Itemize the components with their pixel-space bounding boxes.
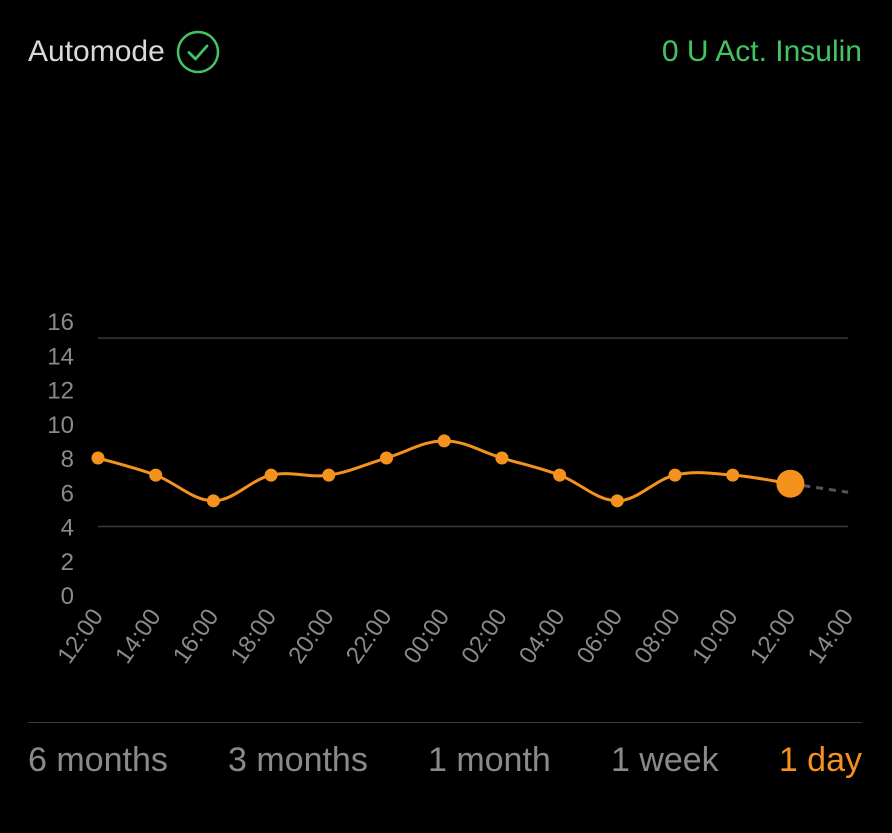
x-tick-label: 14:00 — [110, 604, 167, 669]
y-tick-label: 4 — [61, 515, 74, 542]
tab-6-months[interactable]: 6 months — [28, 740, 168, 779]
data-point[interactable] — [495, 451, 509, 465]
data-point[interactable] — [437, 434, 451, 448]
y-tick-label: 12 — [47, 378, 74, 405]
x-tick-label: 02:00 — [456, 604, 513, 669]
x-tick-label: 08:00 — [629, 604, 686, 669]
data-point[interactable] — [726, 468, 740, 482]
x-tick-label: 12:00 — [745, 604, 802, 669]
y-tick-label: 16 — [47, 309, 74, 336]
data-point[interactable] — [553, 468, 567, 482]
section-divider — [28, 722, 862, 723]
glucose-series-line — [97, 439, 791, 503]
projection-line — [790, 482, 849, 494]
x-tick-label: 10:00 — [687, 604, 744, 669]
tab-1-month[interactable]: 1 month — [427, 740, 551, 779]
x-tick-label: 18:00 — [225, 604, 282, 669]
tab-1-day[interactable]: 1 day — [778, 740, 862, 779]
x-tick-label: 14:00 — [802, 604, 859, 669]
data-point[interactable] — [264, 468, 278, 482]
automode-status[interactable]: Automode — [28, 29, 221, 75]
data-point[interactable] — [322, 468, 336, 482]
data-point[interactable] — [91, 451, 105, 465]
x-tick-label: 22:00 — [341, 604, 398, 669]
data-point[interactable] — [610, 494, 624, 508]
time-range-selector: 6 months 3 months 1 month 1 week 1 day — [28, 736, 862, 784]
y-tick-label: 2 — [61, 549, 74, 576]
y-tick-label: 14 — [47, 343, 74, 370]
data-point[interactable] — [149, 468, 163, 482]
data-point[interactable] — [206, 494, 220, 508]
x-tick-label: 00:00 — [399, 604, 456, 669]
x-tick-label: 04:00 — [514, 604, 571, 669]
tab-3-months[interactable]: 3 months — [227, 740, 368, 779]
active-insulin-value: 0 U Act. Insulin — [661, 35, 862, 68]
x-tick-label: 20:00 — [283, 604, 340, 669]
y-tick-label: 0 — [61, 583, 74, 610]
current-value-point[interactable] — [776, 469, 805, 498]
header-bar: Automode 0 U Act. Insulin — [28, 26, 862, 78]
y-tick-label: 6 — [61, 480, 74, 507]
x-tick-label: 16:00 — [168, 604, 225, 669]
automode-label: Automode — [28, 35, 165, 68]
data-point[interactable] — [668, 468, 682, 482]
tab-1-week[interactable]: 1 week — [610, 740, 719, 779]
x-tick-label: 06:00 — [572, 604, 629, 669]
x-tick-label: 12:00 — [52, 604, 109, 669]
check-circle-icon — [175, 29, 221, 75]
y-tick-label: 8 — [61, 446, 74, 473]
y-tick-label: 10 — [47, 412, 74, 439]
data-point[interactable] — [380, 451, 393, 465]
